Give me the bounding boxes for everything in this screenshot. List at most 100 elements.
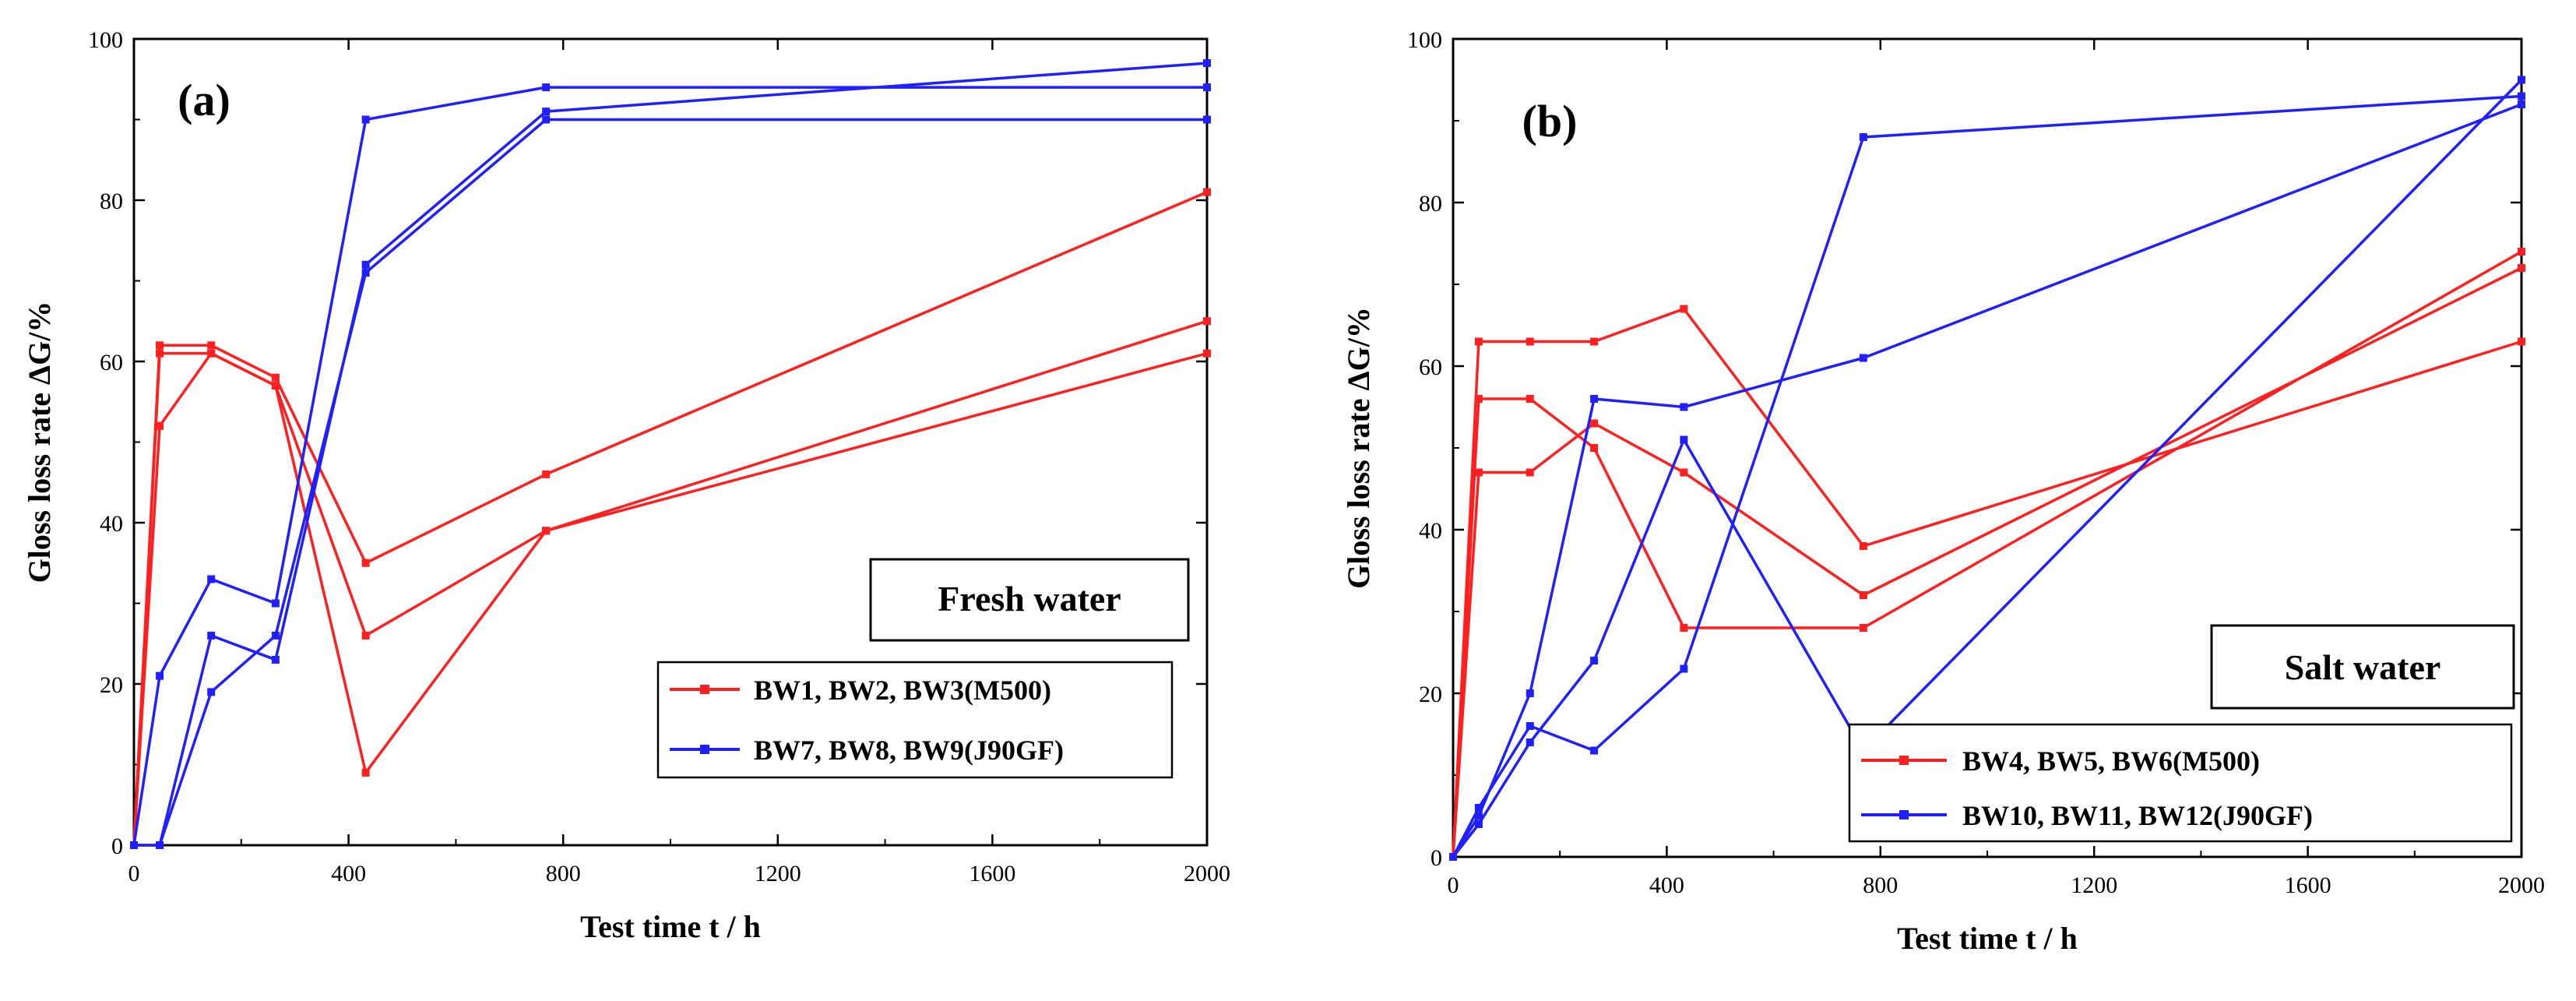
data-point-red (1526, 337, 1534, 346)
data-point-red (1859, 542, 1867, 550)
data-point-blue (1590, 395, 1599, 403)
x-tick-label: 1200 (2071, 872, 2117, 898)
data-point-red (1680, 305, 1688, 313)
data-point-blue (2518, 92, 2525, 100)
data-point-red (1526, 395, 1534, 403)
data-point-red (207, 341, 216, 350)
data-point-blue (1680, 403, 1688, 411)
y-tick-label: 80 (100, 189, 123, 214)
x-tick-label: 1200 (755, 861, 801, 886)
data-point-red (1474, 468, 1483, 477)
y-tick-label: 60 (1419, 354, 1442, 380)
data-point-blue (1590, 746, 1599, 755)
x-tick-label: 1600 (969, 861, 1015, 886)
data-point-red (156, 349, 164, 358)
data-point-blue (361, 269, 370, 277)
data-point-red (542, 527, 551, 535)
data-point-blue (1203, 115, 1211, 124)
data-point-blue (1859, 354, 1867, 362)
y-tick-label: 100 (1407, 27, 1442, 53)
legend-label: BW10, BW11, BW12(J90GF) (1962, 800, 2313, 831)
x-tick-label: 2000 (2498, 872, 2545, 898)
x-tick-label: 2000 (1184, 861, 1230, 886)
y-tick-label: 80 (1419, 191, 1442, 217)
y-tick-label: 0 (111, 834, 123, 859)
x-tick-label: 800 (546, 861, 581, 886)
data-point-blue (271, 631, 280, 640)
data-point-red (361, 631, 370, 640)
y-tick-label: 60 (100, 350, 123, 375)
y-tick-label: 0 (1431, 845, 1442, 871)
legend-label: BW1, BW2, BW3(M500) (754, 675, 1051, 706)
data-point-blue (1526, 689, 1534, 697)
data-point-blue (271, 655, 280, 664)
data-point-blue (1449, 853, 1457, 861)
data-point-blue (542, 108, 551, 116)
data-point-red (542, 470, 551, 478)
data-point-red (361, 559, 370, 567)
data-point-red (271, 382, 280, 390)
data-point-blue (1474, 820, 1483, 828)
data-point-red (1203, 188, 1211, 196)
data-point-red (1590, 444, 1599, 452)
data-point-red (1474, 337, 1483, 346)
data-point-blue (130, 841, 138, 849)
panel-label: (a) (178, 75, 231, 125)
annotation-text: Fresh water (938, 579, 1121, 619)
legend-label: BW4, BW5, BW6(M500) (1962, 745, 2260, 777)
data-point-blue (1859, 133, 1867, 141)
data-point-blue (361, 260, 370, 269)
data-point-blue (207, 575, 216, 583)
x-tick-label: 0 (1448, 872, 1459, 898)
y-axis-title: Gloss loss rate ΔG/% (1341, 307, 1376, 589)
data-point-blue (207, 631, 216, 640)
data-point-blue (1203, 59, 1211, 68)
data-point-blue (207, 688, 216, 696)
data-point-blue (1526, 738, 1534, 746)
legend-swatch-marker (700, 685, 709, 694)
data-point-red (1680, 468, 1688, 477)
y-tick-label: 40 (100, 511, 123, 537)
data-point-red (2518, 264, 2525, 272)
data-point-red (156, 341, 164, 350)
legend-box (1848, 723, 2513, 843)
legend-swatch-marker (1899, 756, 1909, 765)
data-point-red (1859, 591, 1867, 599)
data-point-red (1590, 337, 1599, 346)
legend-label: BW7, BW8, BW9(J90GF) (754, 735, 1064, 766)
data-point-red (361, 768, 370, 777)
y-axis-title: Gloss loss rate ΔG/% (22, 301, 57, 583)
data-point-red (207, 349, 216, 358)
data-point-red (1203, 317, 1211, 326)
legend-swatch-marker (1899, 810, 1909, 819)
data-point-blue (1203, 83, 1211, 92)
x-tick-label: 400 (1649, 872, 1684, 898)
data-point-blue (1526, 722, 1534, 730)
data-point-red (2518, 248, 2525, 256)
data-point-blue (1680, 435, 1688, 444)
data-point-blue (2518, 100, 2525, 108)
data-point-red (1590, 419, 1599, 428)
data-point-blue (271, 599, 280, 608)
x-axis-title: Test time t / h (580, 909, 761, 944)
annotation-text: Salt water (2285, 647, 2441, 687)
annotation-box (2210, 624, 2515, 710)
legend-swatch-marker (700, 745, 709, 754)
chart-panel-2: 0 400 800 1200 1600 2000 0 20 40 60 80 100 Test time… (1341, 27, 2545, 956)
data-point-blue (1590, 657, 1599, 664)
y-tick-label: 20 (100, 672, 123, 698)
data-point-red (1859, 624, 1867, 632)
legend-box (656, 661, 1174, 779)
y-tick-label: 40 (1419, 518, 1442, 544)
x-tick-label: 400 (331, 861, 366, 886)
x-axis-title: Test time t / h (1897, 921, 2078, 956)
data-point-blue (2518, 76, 2525, 84)
x-tick-label: 1600 (2285, 872, 2331, 898)
x-tick-label: 0 (128, 861, 140, 886)
data-point-red (156, 421, 164, 430)
data-point-blue (542, 115, 551, 124)
data-point-blue (1474, 804, 1483, 812)
data-point-red (1474, 395, 1483, 403)
